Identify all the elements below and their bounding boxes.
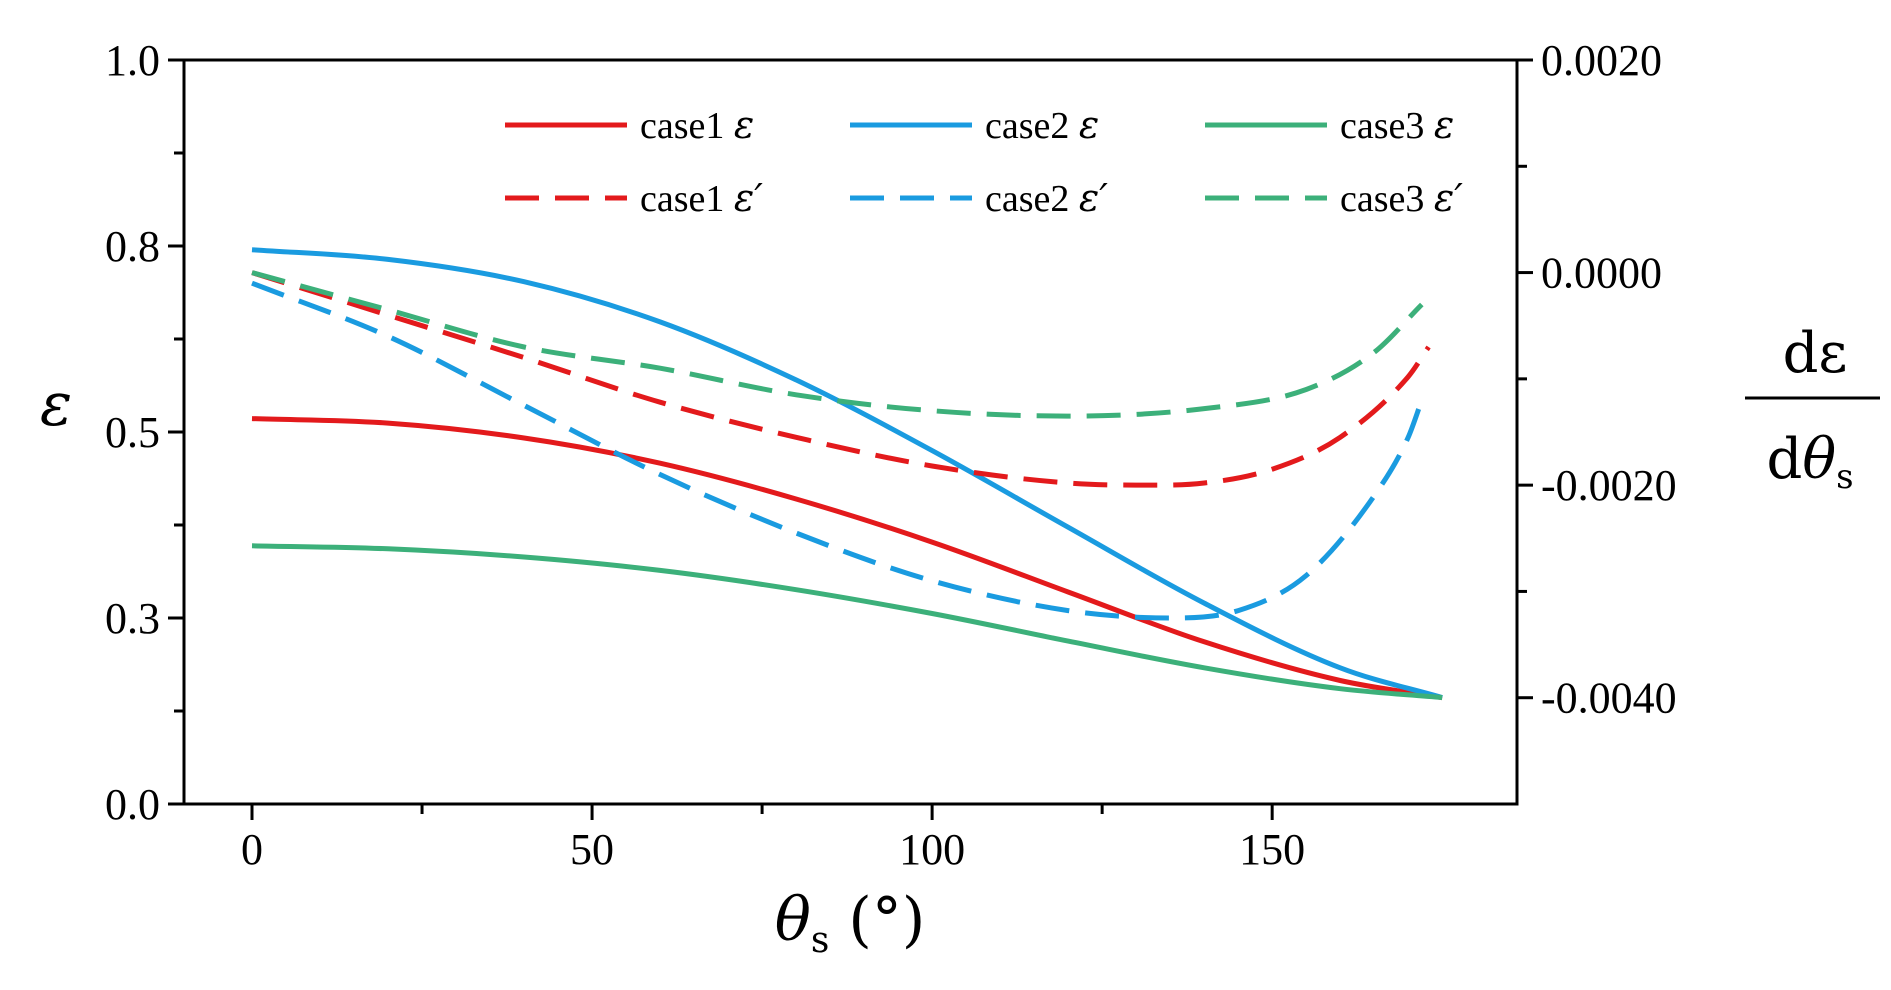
legend: case1 ε case2 ε case3 ε case1 ε′ case2 ε′ cas… [505, 103, 1463, 220]
y-tick-label: 1.0 [105, 36, 160, 85]
x-axis-title: θs (°) [775, 885, 926, 961]
legend-symbol: ε [1079, 103, 1099, 147]
legend-label: case2 ε [985, 103, 1099, 147]
x-tick-label: 50 [570, 825, 614, 874]
legend-symbol: ε′ [1079, 176, 1108, 220]
legend-label: case1 ε′ [640, 176, 763, 220]
series-line-case3-epsilon [251, 543, 1443, 701]
series-line-case2-derivative [251, 280, 1425, 621]
legend-label: case3 ε′ [1340, 176, 1463, 220]
series-lines [251, 247, 1443, 701]
legend-label: case1 ε [640, 103, 754, 147]
y2-axis-title-denominator: dθs [1766, 427, 1853, 497]
y-tick-label: 0.8 [105, 222, 160, 271]
legend-symbol: ε [734, 103, 754, 147]
series-line-case1-derivative [251, 270, 1431, 488]
y-tick-label: 0.5 [105, 408, 160, 457]
legend-symbol: ε′ [1434, 176, 1463, 220]
y-tick-label: 0.0 [105, 780, 160, 829]
series-line-case1-epsilon [251, 416, 1443, 701]
legend-symbol: ε [1434, 103, 1454, 147]
series-line-case2-epsilon [251, 247, 1443, 701]
y2-tick-label: 0.0020 [1541, 36, 1662, 85]
y-axis-title: ε [40, 370, 72, 440]
y2-axis-title-numerator: dε [1783, 321, 1848, 386]
legend-label: case3 ε [1340, 103, 1454, 147]
x-tick-label: 150 [1239, 825, 1305, 874]
y2-tick-label: 0.0000 [1541, 249, 1662, 298]
axis-titles: ε θs (°) dε dθs [40, 321, 1880, 961]
y-tick-label: 0.3 [105, 594, 160, 643]
axes: 0 50 100 150 0.0 0.3 0.5 0.8 1.0 0.0020 0.0000 -0.0… [105, 36, 1677, 874]
x-tick-label: 0 [241, 825, 263, 874]
series-line-case3-derivative [251, 270, 1424, 419]
legend-symbol: ε′ [734, 176, 763, 220]
x-tick-label: 100 [899, 825, 965, 874]
y2-tick-label: -0.0020 [1541, 461, 1677, 510]
plot-frame [182, 58, 1519, 806]
y2-tick-label: -0.0040 [1541, 674, 1677, 723]
legend-label: case2 ε′ [985, 176, 1108, 220]
